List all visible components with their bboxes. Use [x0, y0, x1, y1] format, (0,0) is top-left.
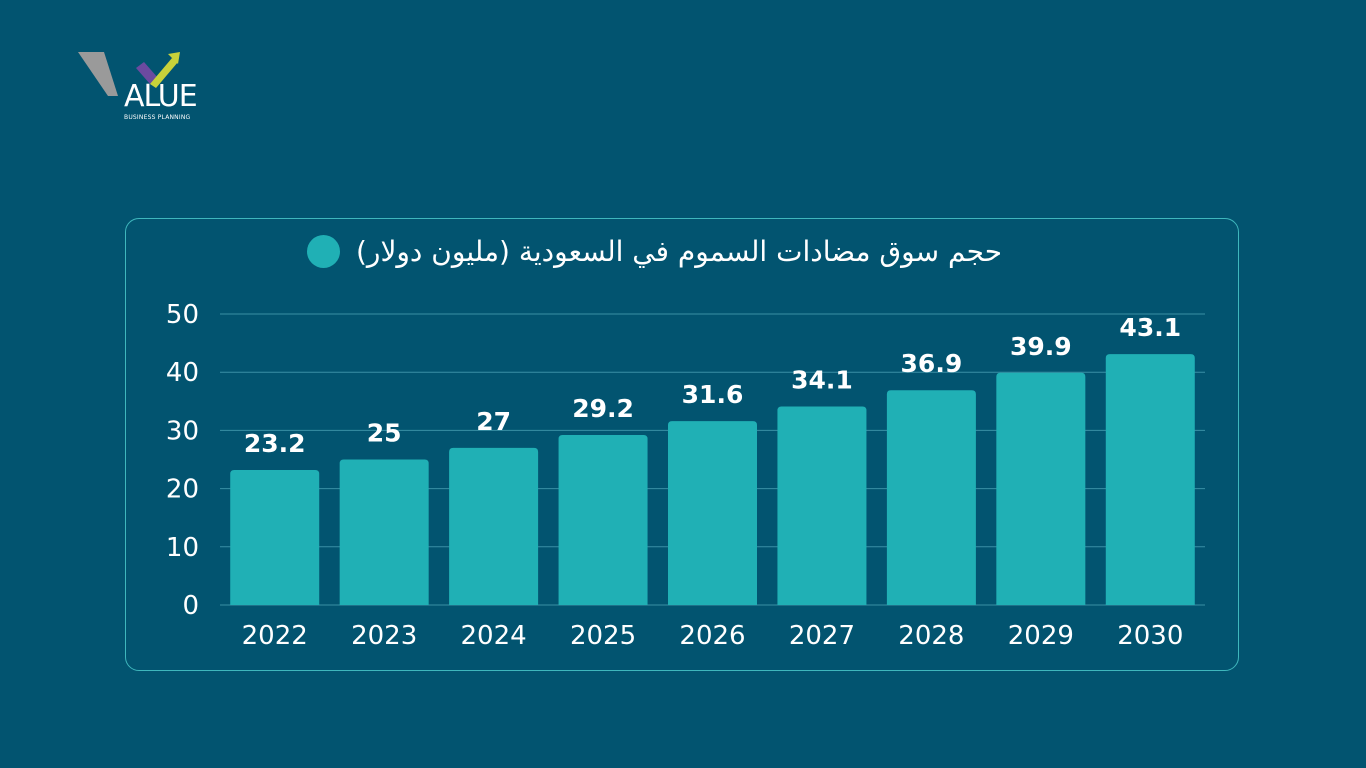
data-label: 43.1 [1119, 313, 1181, 342]
x-tick-label: 2030 [1117, 621, 1183, 651]
logo-tagline: BUSINESS PLANNING [124, 114, 191, 121]
data-label: 39.9 [1010, 332, 1072, 361]
bar [886, 390, 976, 605]
x-tick-label: 2026 [679, 621, 745, 651]
bar [1105, 354, 1195, 605]
data-label: 34.1 [791, 366, 853, 395]
logo-mark-icon [78, 52, 180, 96]
x-tick-label: 2022 [242, 621, 308, 651]
legend-label: حجم سوق مضادات السموم في السعودية (مليون… [356, 234, 1002, 268]
legend-swatch [307, 234, 340, 268]
chart-card [125, 218, 1239, 671]
data-label: 27 [476, 407, 511, 436]
x-tick-label: 2027 [789, 621, 855, 651]
data-label: 29.2 [572, 394, 634, 423]
bar [996, 372, 1086, 605]
bar [230, 469, 320, 605]
y-tick-label: 50 [166, 300, 199, 330]
x-tick-label: 2023 [351, 621, 417, 651]
x-tick-label: 2024 [461, 621, 527, 651]
y-tick-label: 40 [166, 358, 199, 388]
company-logo: ALUE BUSINESS PLANNING [78, 48, 210, 128]
bar [558, 435, 648, 605]
data-label: 36.9 [901, 349, 963, 378]
x-tick-label: 2025 [570, 621, 636, 651]
y-tick-label: 20 [166, 475, 199, 505]
bar [777, 406, 867, 605]
y-tick-label: 0 [182, 591, 199, 621]
y-tick-label: 10 [166, 533, 199, 563]
x-tick-label: 2029 [1008, 621, 1074, 651]
data-label: 31.6 [682, 380, 744, 409]
bar [668, 421, 757, 605]
x-tick-label: 2028 [898, 621, 964, 651]
chart-legend: حجم سوق مضادات السموم في السعودية (مليون… [307, 233, 1002, 269]
data-label: 25 [367, 419, 402, 448]
data-label: 23.2 [244, 429, 306, 458]
logo-wordmark: ALUE [124, 79, 198, 114]
y-tick-label: 30 [166, 416, 199, 446]
bar [339, 459, 429, 605]
bar [449, 447, 539, 605]
